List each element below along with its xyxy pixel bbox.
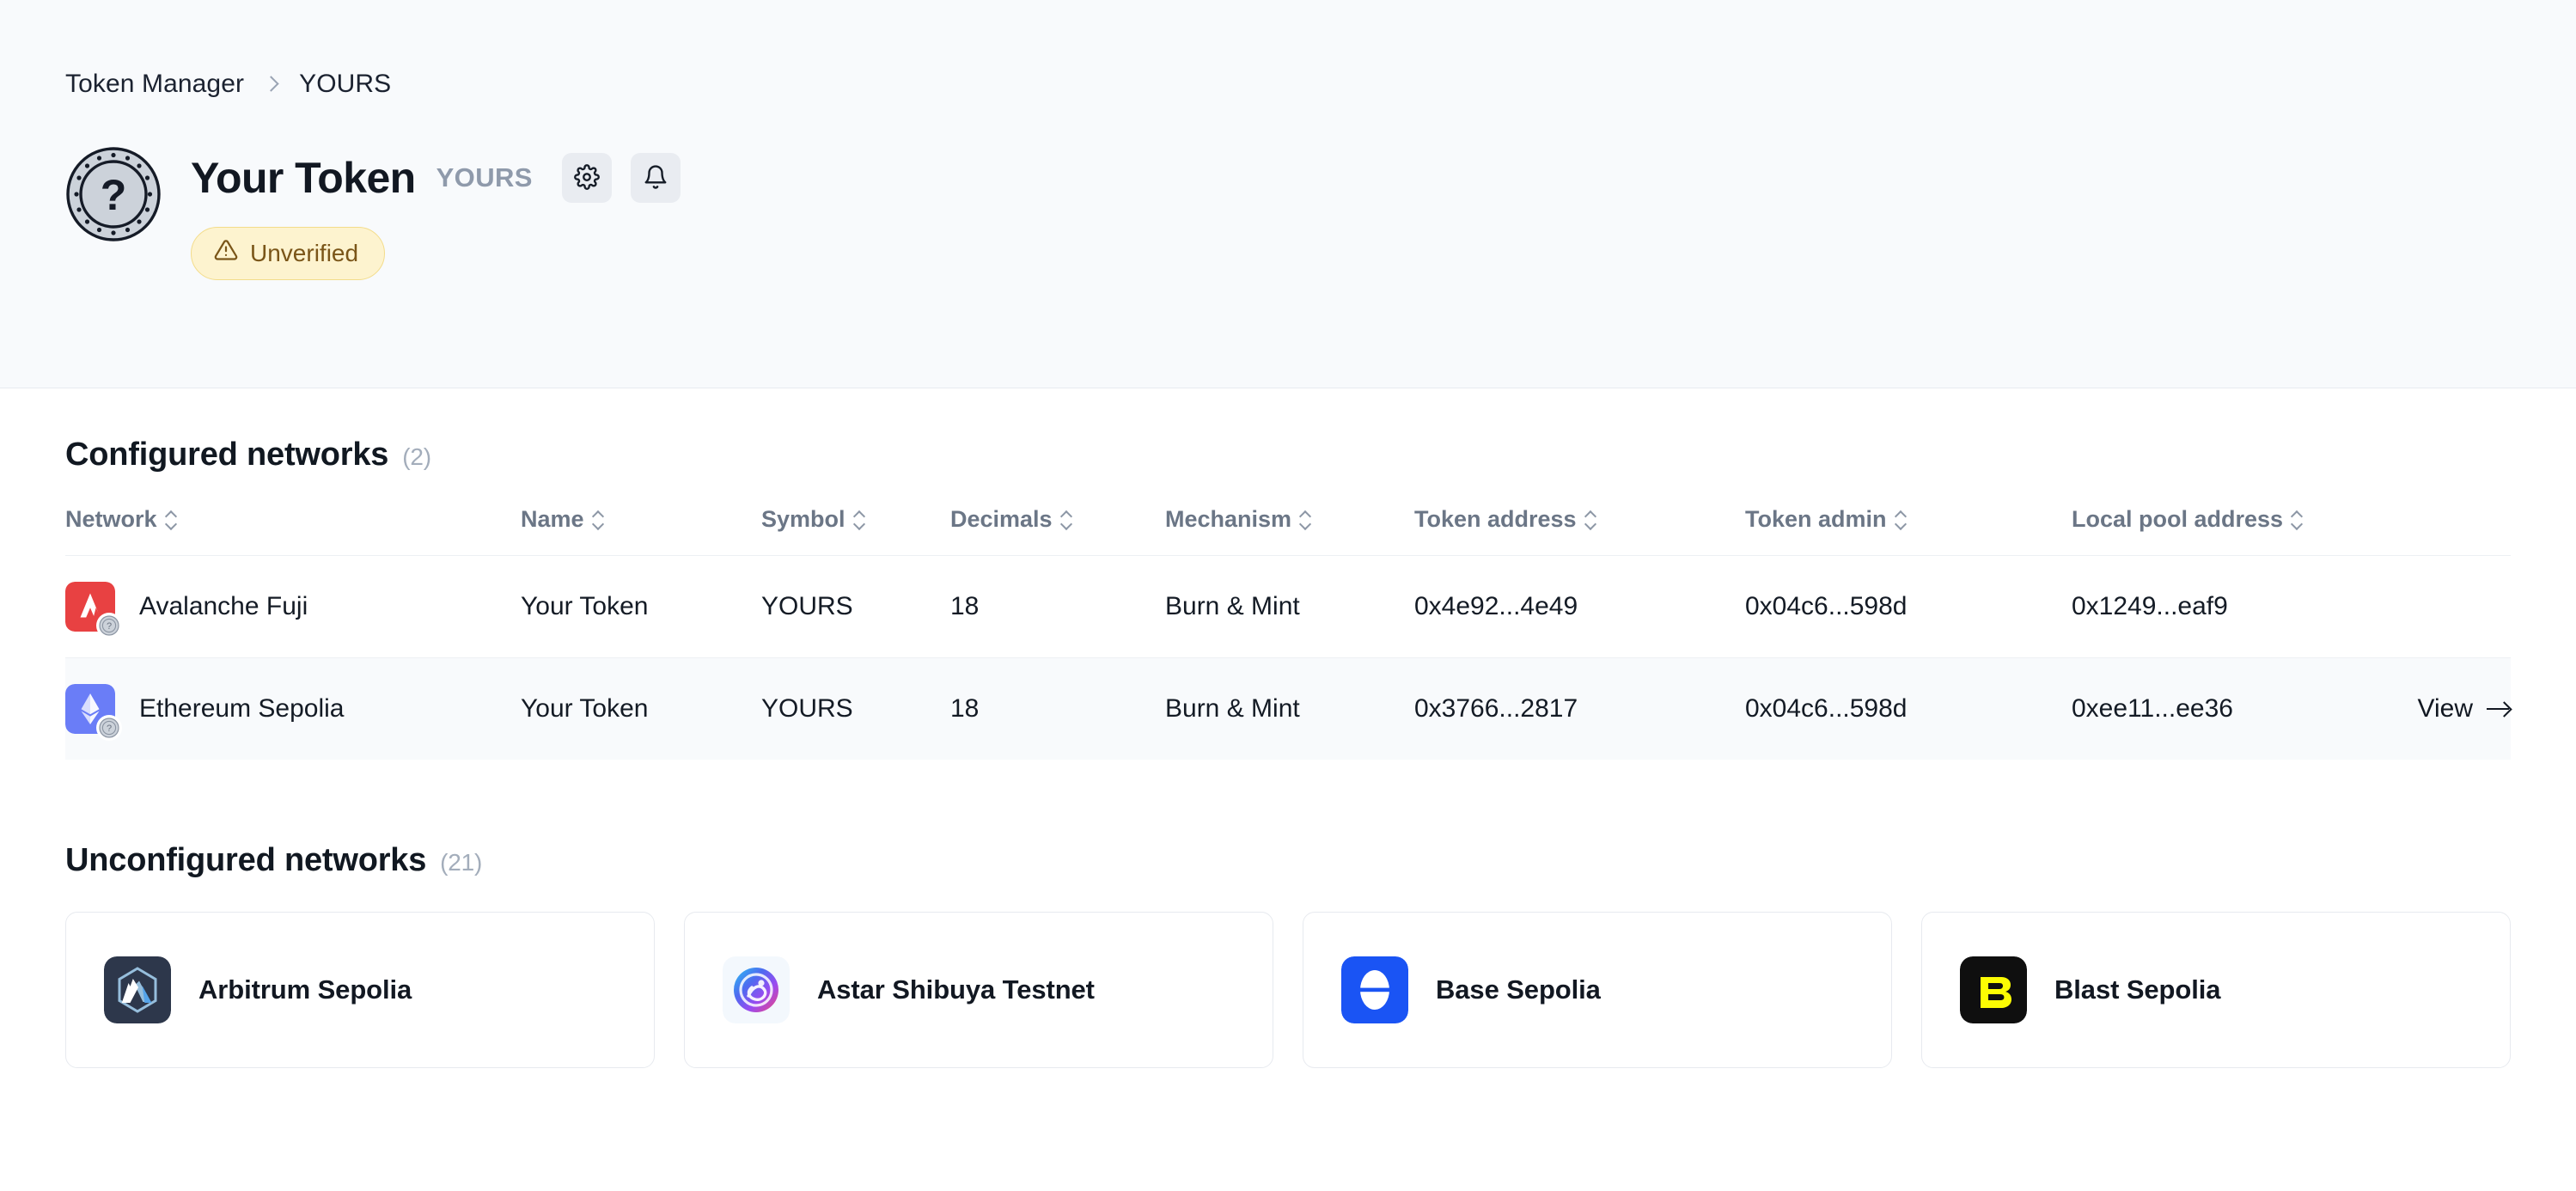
blast-logo-icon [1960,956,2027,1023]
cell-token-admin[interactable]: 0x04c6...598d [1745,592,1908,620]
main-content: Configured networks (2) Network Name Sym… [0,388,2576,1068]
column-header-actions [2394,506,2511,556]
cell-network: ? Avalanche Fuji [65,556,521,658]
token-notifications-button[interactable] [630,153,681,203]
column-header-label: Token admin [1745,506,1887,532]
network-card-label: Blast Sepolia [2054,974,2221,1005]
cell-local-pool-address[interactable]: 0x1249...eaf9 [2072,592,2228,620]
sort-chevrons-icon [593,509,605,531]
column-header-label: Name [521,506,584,532]
view-row-link[interactable]: View [2418,694,2511,724]
column-header-mechanism[interactable]: Mechanism [1165,506,1414,556]
column-header-label: Token address [1414,506,1577,532]
cell-symbol: YOURS [761,592,853,620]
sort-chevrons-icon [854,509,866,531]
cell-local-pool-address[interactable]: 0xee11...ee36 [2072,694,2233,723]
column-header-name[interactable]: Name [521,506,761,556]
network-card-arbitrum-sepolia[interactable]: Arbitrum Sepolia [65,912,655,1068]
unconfigured-networks-heading: Unconfigured networks (21) [65,842,2511,879]
cell-symbol: YOURS [761,694,853,723]
network-logo-wrapper: ? [65,582,122,638]
breadcrumb-item-current: YOURS [299,70,392,98]
column-header-label: Mechanism [1165,506,1292,532]
network-card-label: Astar Shibuya Testnet [817,974,1095,1005]
unknown-token-coin-icon: ? [65,146,162,242]
table-row[interactable]: ? Ethereum Sepolia Your Token YOURS 18 B… [65,657,2511,760]
cell-token-address[interactable]: 0x4e92...4e49 [1414,592,1578,620]
cell-token-admin[interactable]: 0x04c6...598d [1745,694,1908,723]
column-header-label: Symbol [761,506,845,532]
gear-icon [573,163,600,192]
column-header-label: Decimals [950,506,1053,532]
cell-decimals: 18 [950,592,980,620]
sort-chevrons-icon [1061,509,1073,531]
table-header-row: Network Name Symbol Decimals Mechanism T… [65,506,2511,556]
network-logo-wrapper: ? [65,684,122,741]
column-header-label: Local pool address [2072,506,2284,532]
cell-actions [2394,556,2511,658]
column-header-label: Network [65,506,157,532]
sort-chevrons-icon [1585,509,1597,531]
svg-text:?: ? [107,621,112,632]
column-header-symbol[interactable]: Symbol [761,506,950,556]
astar-logo-icon [723,956,790,1023]
breadcrumb-item-token-manager[interactable]: Token Manager [65,70,245,98]
configured-networks-title: Configured networks [65,437,389,473]
cell-name: Your Token [521,592,649,620]
cell-mechanism: Burn & Mint [1165,694,1300,723]
cell-decimals: 18 [950,694,980,723]
network-card-label: Arbitrum Sepolia [198,974,412,1005]
token-meta: Your Token YOURS [191,146,681,280]
configured-networks-heading: Configured networks (2) [65,437,2511,473]
network-name-label: Ethereum Sepolia [139,694,345,723]
sort-chevrons-icon [166,509,178,531]
network-card-label: Base Sepolia [1436,974,1601,1005]
configured-networks-table: Network Name Symbol Decimals Mechanism T… [65,506,2511,760]
network-name-label: Avalanche Fuji [139,592,308,620]
status-badge[interactable]: Unverified [191,227,386,280]
sort-chevrons-icon [2292,509,2304,531]
cell-mechanism: Burn & Mint [1165,592,1300,620]
network-card-blast-sepolia[interactable]: Blast Sepolia [1921,912,2511,1068]
cell-token-address[interactable]: 0x3766...2817 [1414,694,1578,723]
configured-networks-count: (2) [402,443,431,470]
svg-text:?: ? [107,724,112,734]
unconfigured-networks-title: Unconfigured networks [65,842,427,878]
warning-triangle-icon [214,238,238,268]
breadcrumb: Token Manager YOURS [65,67,2511,101]
table-row[interactable]: ? Avalanche Fuji Your Token YOURS 18 Bur… [65,555,2511,658]
column-header-decimals[interactable]: Decimals [950,506,1165,556]
network-card-base-sepolia[interactable]: Base Sepolia [1303,912,1892,1068]
token-identity-row: ? Your Token YOURS [65,146,2511,280]
cell-network: ? Ethereum Sepolia [65,658,521,760]
column-header-token-admin[interactable]: Token admin [1745,506,2072,556]
column-header-local-pool-address[interactable]: Local pool address [2072,506,2394,556]
token-hero-band: Token Manager YOURS [0,0,2576,388]
column-header-network[interactable]: Network [65,506,521,556]
unconfigured-networks-grid: Arbitrum Sepolia [65,912,2511,1068]
cell-actions: View [2394,658,2511,760]
token-symbol-label: YOURS [436,162,533,192]
arrow-right-icon [2487,700,2511,718]
token-settings-button[interactable] [561,153,612,203]
base-logo-icon [1341,956,1408,1023]
view-link-label: View [2417,694,2473,723]
unconfigured-networks-count: (21) [440,849,483,876]
column-header-token-address[interactable]: Token address [1414,506,1745,556]
sort-chevrons-icon [1300,509,1312,531]
unknown-token-mini-coin-icon: ? [96,613,122,638]
network-card-astar-shibuya-testnet[interactable]: Astar Shibuya Testnet [684,912,1273,1068]
svg-text:?: ? [101,171,127,219]
token-title-line: Your Token YOURS [191,153,681,203]
bell-icon [643,164,668,192]
cell-name: Your Token [521,694,649,723]
chevron-right-icon [263,76,280,93]
arbitrum-logo-icon [104,956,171,1023]
page-title: Your Token [191,154,416,202]
status-badge-label: Unverified [250,239,359,266]
unknown-token-mini-coin-icon: ? [96,715,122,741]
sort-chevrons-icon [1895,509,1908,531]
